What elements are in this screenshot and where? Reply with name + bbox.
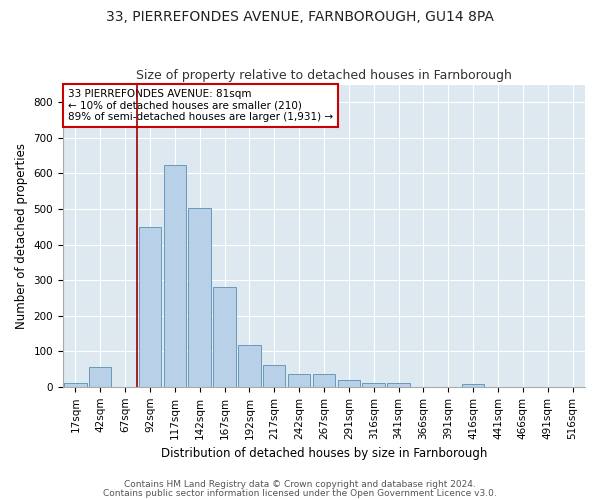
Bar xyxy=(388,384,410,387)
Bar xyxy=(313,374,335,387)
Bar xyxy=(139,227,161,387)
Bar xyxy=(362,384,385,387)
Bar xyxy=(89,368,112,387)
Bar xyxy=(462,384,484,387)
Bar xyxy=(288,374,310,387)
Bar xyxy=(263,365,286,387)
Text: 33, PIERREFONDES AVENUE, FARNBOROUGH, GU14 8PA: 33, PIERREFONDES AVENUE, FARNBOROUGH, GU… xyxy=(106,10,494,24)
Bar xyxy=(164,164,186,387)
Title: Size of property relative to detached houses in Farnborough: Size of property relative to detached ho… xyxy=(136,69,512,82)
Text: 33 PIERREFONDES AVENUE: 81sqm
← 10% of detached houses are smaller (210)
89% of : 33 PIERREFONDES AVENUE: 81sqm ← 10% of d… xyxy=(68,89,333,122)
X-axis label: Distribution of detached houses by size in Farnborough: Distribution of detached houses by size … xyxy=(161,447,487,460)
Bar xyxy=(214,288,236,387)
Bar xyxy=(238,345,260,387)
Text: Contains public sector information licensed under the Open Government Licence v3: Contains public sector information licen… xyxy=(103,488,497,498)
Bar xyxy=(338,380,360,387)
Bar xyxy=(64,382,86,387)
Bar xyxy=(188,208,211,387)
Y-axis label: Number of detached properties: Number of detached properties xyxy=(15,142,28,328)
Text: Contains HM Land Registry data © Crown copyright and database right 2024.: Contains HM Land Registry data © Crown c… xyxy=(124,480,476,489)
